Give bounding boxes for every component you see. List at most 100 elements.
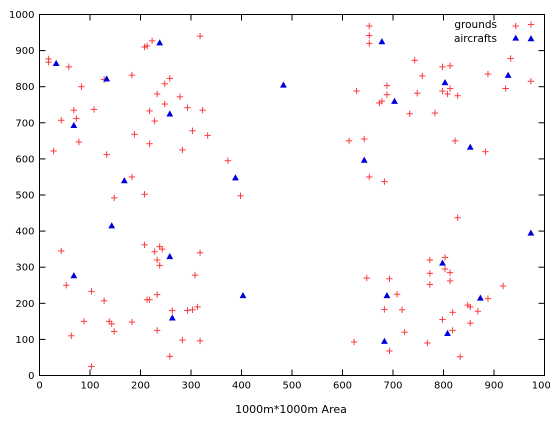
ground-point	[189, 127, 196, 134]
ground-point	[439, 316, 446, 323]
ground-point	[419, 72, 426, 80]
ground-point	[237, 192, 244, 199]
ground-point	[386, 347, 393, 355]
ground-point	[350, 338, 358, 346]
ground-point	[383, 82, 391, 89]
ground-point	[153, 90, 161, 98]
ground-point	[176, 93, 184, 101]
ground-point	[393, 291, 401, 298]
aircraft-point	[166, 252, 174, 260]
ground-point	[439, 63, 446, 71]
aircraft-point	[360, 156, 368, 163]
aircraft-point	[466, 143, 474, 150]
aircraft-point	[391, 97, 398, 104]
ground-point	[50, 147, 57, 155]
points-layer	[45, 22, 535, 370]
ground-point	[441, 265, 449, 273]
ground-point	[153, 327, 161, 334]
ground-point	[128, 173, 136, 181]
ground-point	[451, 137, 459, 145]
ground-point	[88, 288, 95, 295]
aircraft-point	[103, 75, 111, 82]
ground-point	[406, 110, 413, 117]
y-tick-label: 300	[15, 263, 34, 274]
ground-point	[88, 363, 95, 370]
ground-point	[378, 97, 386, 105]
ground-point	[148, 37, 156, 45]
ground-point	[70, 106, 78, 114]
y-tick-label: 0	[28, 371, 34, 382]
ground-point	[381, 306, 388, 313]
ground-point	[141, 191, 148, 198]
ground-point	[111, 328, 118, 335]
aircraft-point	[439, 259, 446, 266]
ticks-layer: 0 100 200 300 400 500 600 700 800 900 1000 0 100 200 3…	[9, 10, 550, 392]
ground-point	[467, 303, 474, 311]
ground-point	[103, 151, 110, 158]
ground-point	[58, 117, 65, 124]
aircraft-point	[444, 329, 451, 336]
ground-point	[80, 318, 88, 325]
ground-point	[159, 245, 166, 253]
ground-point	[441, 254, 449, 261]
ground-point	[191, 271, 199, 279]
ground-point	[153, 291, 161, 298]
y-tick-label: 1000	[9, 10, 34, 21]
aircraft-point	[239, 291, 247, 299]
ground-point	[401, 328, 408, 336]
aircraft-point	[527, 229, 535, 236]
ground-point	[161, 80, 168, 88]
ground-point	[151, 248, 158, 255]
x-tick-label: 100	[80, 381, 99, 392]
ground-point	[78, 83, 85, 90]
ground-point	[383, 91, 391, 98]
y-tick-label: 900	[15, 46, 34, 57]
x-tick-label: 500	[282, 381, 301, 392]
ground-point	[184, 104, 191, 111]
y-tick-label: 200	[15, 299, 34, 310]
aircraft-point	[168, 314, 176, 321]
x-tick-label: 300	[181, 381, 200, 392]
x-tick-label: 600	[333, 381, 352, 392]
aircraft-point	[381, 337, 388, 344]
ground-point	[224, 157, 232, 164]
legend-label-aircrafts: aircrafts	[454, 33, 497, 45]
ground-point	[426, 270, 434, 277]
ground-point	[424, 339, 431, 347]
ground-point	[166, 353, 173, 360]
ground-point	[90, 106, 98, 113]
x-axis-label: 1000m*1000m Area	[235, 403, 347, 416]
x-tick-label: 0	[36, 381, 42, 392]
ground-point	[366, 22, 373, 30]
x-tick-label: 200	[131, 381, 150, 392]
aircraft-point	[120, 177, 128, 184]
ground-point	[353, 87, 360, 95]
ground-point	[499, 282, 507, 290]
ground-point	[189, 306, 196, 313]
ground-point	[411, 57, 418, 64]
ground-point	[345, 137, 353, 145]
ground-point	[111, 194, 118, 202]
ground-point	[456, 353, 464, 360]
ground-point	[363, 274, 370, 282]
ground-point	[146, 140, 153, 147]
ground-point	[199, 106, 206, 114]
aircraft-point	[232, 174, 239, 181]
aircraft-point	[108, 222, 116, 229]
aircraft-point	[378, 38, 386, 45]
ground-point	[467, 319, 474, 327]
ground-point	[100, 297, 108, 304]
ground-point	[446, 269, 454, 276]
legend-marker-grounds	[527, 21, 535, 28]
aircraft-point	[156, 39, 164, 46]
aircraft-point	[70, 272, 78, 279]
ground-point	[131, 131, 138, 138]
ground-point	[431, 109, 439, 117]
ground-point	[146, 107, 153, 115]
ground-point	[361, 135, 368, 143]
y-tick-label: 700	[15, 118, 34, 129]
ground-point	[58, 247, 65, 255]
ground-point	[454, 214, 461, 221]
ground-point	[482, 148, 489, 155]
